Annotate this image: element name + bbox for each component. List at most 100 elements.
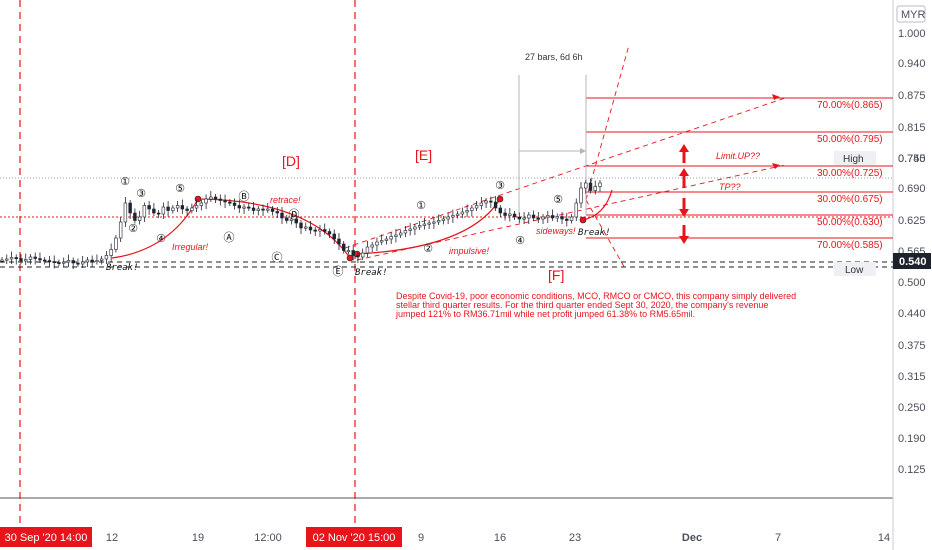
fib-level-label: 70.00%(0.865)	[817, 100, 883, 111]
break-label: Break!	[578, 228, 611, 238]
candle-body	[351, 250, 355, 256]
candle-body	[152, 208, 156, 214]
fib-level-label: 50.00%(0.795)	[817, 134, 883, 145]
arrow-tip	[679, 209, 689, 217]
candle-body	[52, 261, 56, 264]
wave-arc	[356, 198, 501, 255]
candle-body	[417, 225, 422, 228]
x-highlight-label: 30 Sep '20 14:00	[5, 532, 88, 544]
candle-body	[43, 259, 47, 262]
note-line: Despite Covid-19, poor economic conditio…	[396, 291, 796, 301]
candle-body	[194, 205, 199, 209]
candle-body	[541, 216, 545, 220]
range-label: 27 bars, 6d 6h	[525, 52, 583, 62]
candle-body	[598, 182, 602, 187]
channel-upper	[344, 97, 786, 249]
x-tick-label: 14	[878, 532, 890, 544]
candle-body	[223, 200, 227, 203]
candle-body	[33, 256, 37, 259]
high-tag-label: High	[843, 154, 864, 165]
price-axis[interactable]: 1.0000.9400.8750.8150.7500.6900.6250.565…	[834, 5, 931, 476]
y-tick-label: 0.250	[898, 402, 926, 414]
candle-body	[569, 216, 574, 221]
candle-body	[47, 260, 52, 263]
candle-body	[489, 200, 493, 203]
candle-body	[275, 211, 279, 214]
candle-body	[24, 259, 28, 262]
candle-body	[95, 260, 99, 263]
candle-body	[128, 202, 132, 214]
currency-badge	[896, 5, 926, 23]
wave-count-label: Ⓑ	[239, 190, 250, 203]
wave-count-label: ④	[156, 232, 166, 245]
projection-down	[585, 199, 627, 271]
x-tick-label: 19	[192, 532, 204, 544]
annotation-text: Limit.UP??	[716, 151, 760, 161]
x-highlight-tag	[0, 527, 92, 547]
candle-body	[451, 215, 455, 218]
candle-body	[318, 229, 322, 232]
y-tick-label: 0.315	[898, 371, 926, 383]
currency-label: MYR	[901, 9, 926, 21]
candle-body	[560, 216, 564, 220]
x-tick-label: 16	[494, 532, 506, 544]
candle-body	[427, 222, 431, 225]
candle-body	[593, 186, 597, 191]
candle-body	[474, 205, 479, 209]
candle-body	[408, 228, 412, 231]
candle-body	[5, 258, 9, 261]
section-label: [E]	[415, 147, 432, 163]
candle-body	[403, 230, 408, 234]
time-axis[interactable]: 12 19 12:00 9 16 23 Dec 7 14 30 Sep '20 14:00 02 N…	[0, 527, 890, 547]
candle-body	[71, 260, 75, 264]
x-tick-label: 23	[569, 532, 581, 544]
y-tick-label: 0.440	[898, 308, 926, 320]
candle-body	[261, 208, 265, 211]
candle-body	[446, 216, 450, 220]
candle-body	[133, 212, 137, 221]
candle-body	[308, 226, 313, 231]
candle-body	[190, 207, 194, 211]
y-tick-label: 0.690	[898, 183, 926, 195]
candle-body	[588, 182, 593, 191]
range-arrowhead	[580, 148, 586, 154]
candle-body	[204, 198, 208, 204]
candle-body	[242, 206, 246, 209]
candle-body	[66, 260, 71, 263]
candle-body	[455, 213, 460, 216]
candle-body	[137, 216, 142, 221]
candle-body	[109, 249, 113, 256]
last-price-tag	[893, 253, 931, 269]
fib-level-label: 70.00%(0.585)	[817, 240, 883, 251]
candle-body	[266, 208, 270, 211]
candle-body	[247, 206, 251, 209]
y-tick-label: 0.125	[898, 464, 926, 476]
candle-body	[323, 229, 327, 232]
break-label: Break!	[106, 263, 139, 273]
candle-body	[436, 220, 441, 223]
candle-body	[232, 202, 237, 206]
candle-body	[432, 221, 436, 224]
candle-body	[185, 208, 189, 211]
y-tick-label: 0.875	[898, 90, 926, 102]
candle-body	[228, 201, 232, 204]
wave-count-label: Ⓐ	[224, 231, 235, 244]
low-tag	[834, 262, 876, 276]
candle-body	[337, 238, 341, 245]
x-highlight-tag	[306, 527, 402, 547]
wave-count-label: Ⓔ	[333, 265, 344, 278]
candle-body	[565, 218, 569, 221]
pivot-dot	[194, 195, 202, 203]
candle-body	[304, 226, 308, 229]
candle-body	[114, 237, 118, 250]
candle-body	[289, 218, 294, 221]
high-tag	[834, 151, 876, 165]
candle-body	[531, 214, 536, 219]
annotation-text: TP??	[719, 182, 741, 192]
candle-body	[484, 200, 488, 204]
candle-body	[555, 216, 559, 219]
candle-body	[460, 211, 465, 215]
candle-body	[161, 206, 166, 215]
y-tick-label: 0.500	[898, 277, 926, 289]
